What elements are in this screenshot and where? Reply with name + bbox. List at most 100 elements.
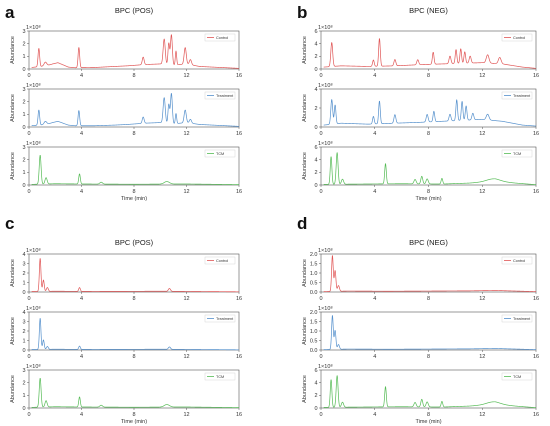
y-tick-label: 0 [314,67,317,73]
y-tick-label: 3 [22,29,25,35]
x-tick-label: 4 [80,189,83,195]
y-tick-label: 0.5 [310,280,318,286]
panel-letter-b: b [297,3,308,22]
x-tick-label: 4 [80,73,83,79]
chromatogram-trace-control [31,258,240,293]
x-tick-label: 8 [427,296,430,302]
y-tick-label: 2 [314,170,317,176]
y-tick-label: 4 [22,252,25,258]
subplot-d-0: 1×10⁸ 0.0 0.5 1.0 1.5 2.0 0 4 8 12 16 Abundance Cont… [302,247,539,302]
y-tick-label: 3 [22,87,25,93]
x-tick-label: 4 [373,354,376,360]
y-axis-label: Abundance [302,152,308,180]
y-tick-label: 0 [22,67,25,73]
y-exponent-label: 1×10⁸ [318,363,333,370]
x-tick-label: 12 [479,189,485,195]
y-tick-label: 6 [314,368,317,374]
x-tick-label: 16 [236,131,242,137]
x-axis-label: Time (min) [121,196,147,202]
x-tick-label: 12 [183,131,189,137]
legend-label: Treatment [216,317,234,321]
x-tick-label: 12 [183,354,189,360]
legend-box [501,314,533,323]
y-exponent-label: 1×10⁸ [318,24,333,31]
y-tick-label: 1.0 [310,271,318,277]
y-tick-label: 2 [314,54,317,60]
x-tick-label: 16 [533,354,539,360]
y-axis-label: Abundance [302,36,308,64]
x-tick-label: 12 [479,131,485,137]
x-tick-label: 0 [319,189,322,195]
y-tick-label: 0 [314,125,317,131]
chart-title-b: BPC (NEG) [409,6,448,15]
y-axis-label: Abundance [10,36,16,64]
x-tick-label: 16 [236,296,242,302]
x-tick-label: 12 [183,189,189,195]
y-tick-label: 2 [22,157,25,163]
legend-box [204,91,236,100]
chromatogram-trace-tcm [323,375,537,409]
x-tick-label: 4 [80,296,83,302]
y-exponent-label: 1×10⁸ [26,305,41,312]
y-tick-label: 0.5 [310,338,318,344]
x-tick-label: 0 [319,296,322,302]
y-tick-label: 0 [22,125,25,131]
x-axis-label: Time (min) [121,419,147,425]
x-tick-label: 0 [27,73,30,79]
y-tick-label: 2 [22,41,25,47]
y-axis-label: Abundance [302,94,308,122]
y-axis-label: Abundance [302,375,308,403]
chart-title-c: BPC (POS) [115,238,154,247]
y-tick-label: 0.0 [310,348,318,354]
x-tick-label: 8 [132,354,135,360]
y-tick-label: 2 [22,329,25,335]
legend-box [501,149,533,158]
y-tick-label: 0 [22,183,25,189]
panel-b: BPC (NEG) 1×10⁸ 0 2 4 6 0 4 8 12 16 Abundance Contro… [302,6,539,202]
legend-label: TCM [216,152,224,156]
y-tick-label: 0 [314,406,317,412]
legend-box [204,256,236,265]
x-tick-label: 4 [80,412,83,418]
y-tick-label: 4 [314,41,317,47]
subplot-b-0: 1×10⁸ 0 2 4 6 0 4 8 12 16 Abundance Control [302,24,539,79]
y-tick-label: 2 [22,271,25,277]
x-tick-label: 12 [479,73,485,79]
y-tick-label: 0 [22,348,25,354]
chromatogram-trace-treatment [31,93,240,127]
x-tick-label: 0 [319,131,322,137]
x-tick-label: 8 [132,131,135,137]
y-tick-label: 1.5 [310,319,318,325]
subplot-d-2: 1×10⁸ 0 2 4 6 0 4 8 12 16 Abundance TCM [302,363,539,418]
y-axis-label: Abundance [10,152,16,180]
legend-label: Treatment [513,94,531,98]
x-tick-label: 12 [183,412,189,418]
x-tick-label: 16 [533,189,539,195]
y-tick-label: 1 [22,54,25,60]
y-tick-label: 3 [22,145,25,151]
chart-title-d: BPC (NEG) [409,238,448,247]
legend-label: Control [216,36,228,40]
y-tick-label: 6 [314,145,317,151]
y-exponent-label: 1×10⁸ [26,247,41,254]
y-tick-label: 1 [22,280,25,286]
x-tick-label: 16 [533,296,539,302]
y-tick-label: 1 [22,170,25,176]
y-tick-label: 3 [22,319,25,325]
chromatogram-trace-control [323,38,537,69]
x-tick-label: 12 [183,73,189,79]
x-tick-label: 12 [183,296,189,302]
legend-label: TCM [216,375,224,379]
y-exponent-label: 1×10⁸ [318,140,333,147]
y-exponent-label: 1×10⁸ [318,247,333,254]
x-tick-label: 8 [132,412,135,418]
y-tick-label: 1 [22,338,25,344]
y-tick-label: 0 [22,290,25,296]
x-tick-label: 8 [132,73,135,79]
y-tick-label: 0 [314,183,317,189]
x-tick-label: 0 [319,412,322,418]
